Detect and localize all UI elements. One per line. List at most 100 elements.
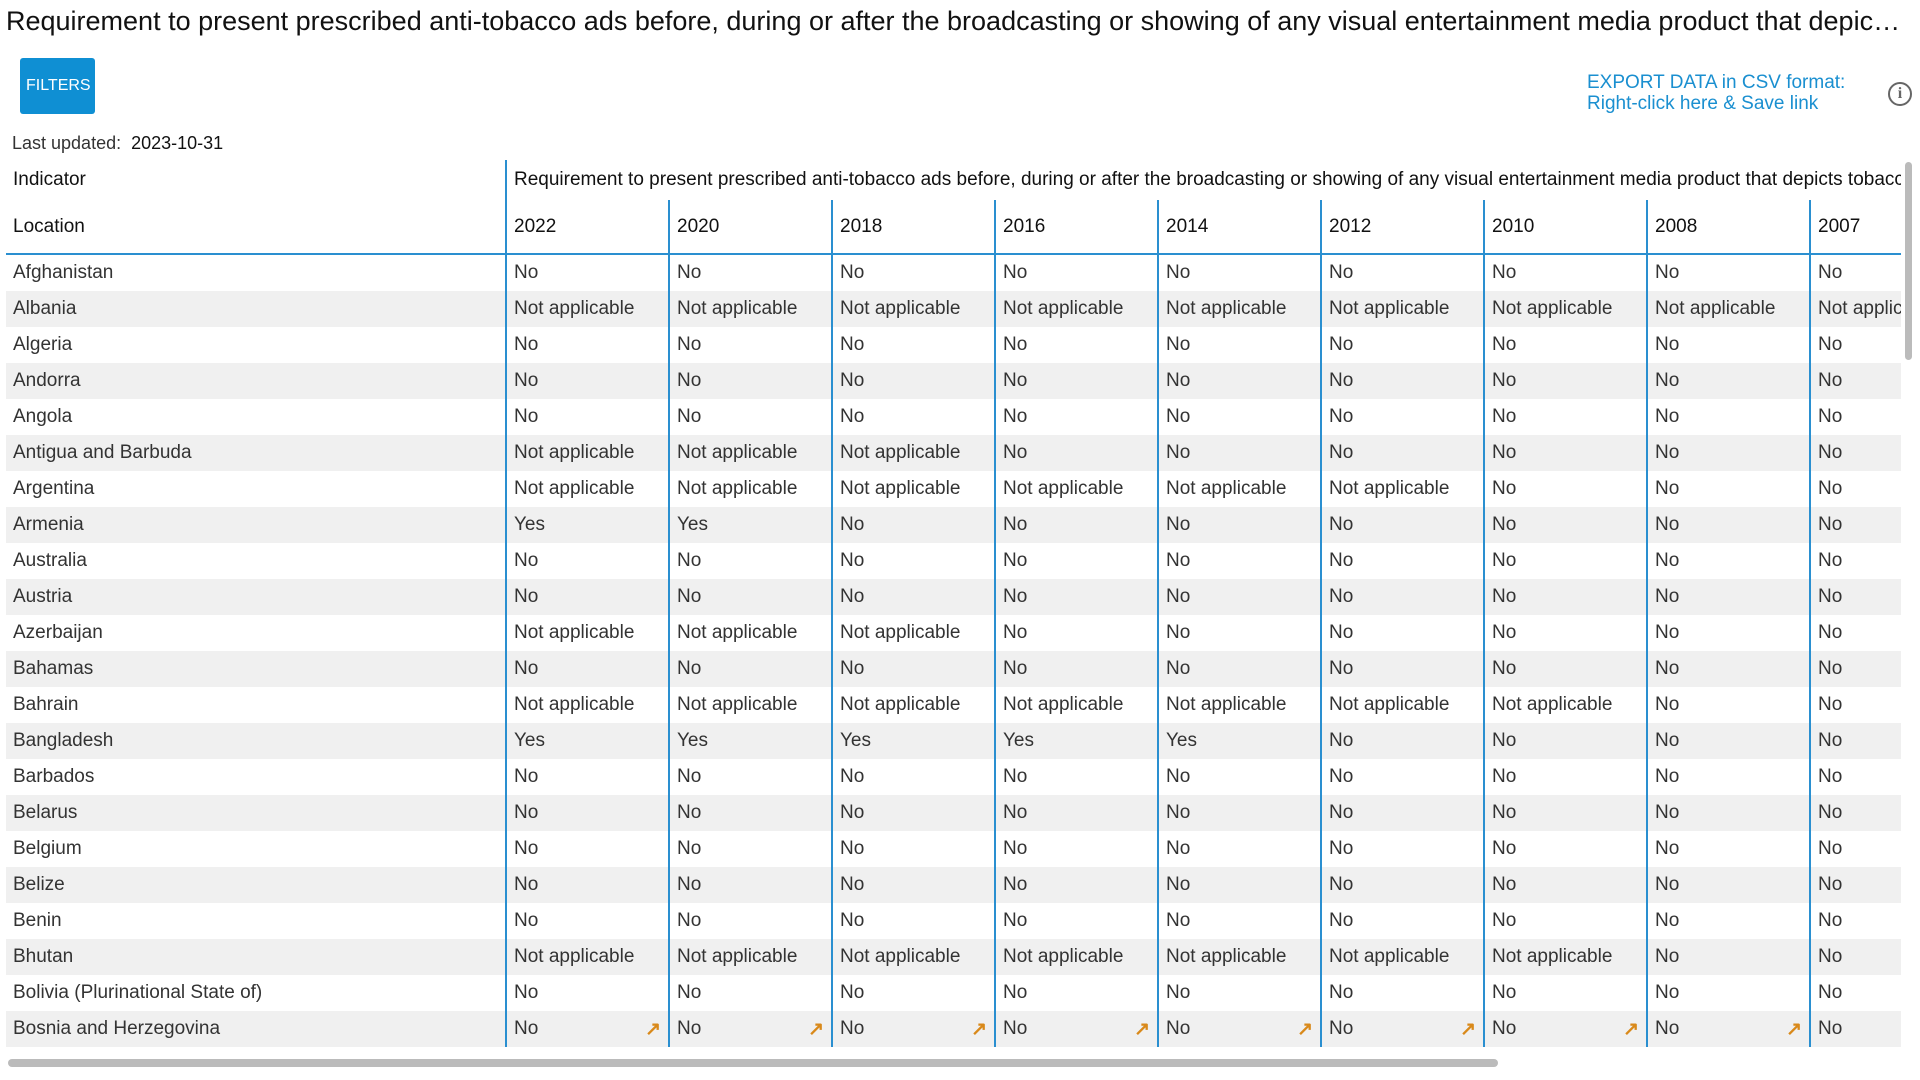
- cell-value: No: [1157, 435, 1321, 471]
- value-text: No: [1492, 406, 1517, 427]
- cell-value: No: [505, 795, 669, 831]
- cell-value: No: [994, 543, 1158, 579]
- cell-value: No: [1809, 435, 1901, 471]
- table-row: Afghanistan No No No No No No No No No: [6, 254, 1901, 291]
- cell-value: Not applicable: [1320, 471, 1484, 507]
- trend-icon: ↗: [1786, 1018, 1802, 1040]
- cell-value: Yes: [668, 723, 832, 759]
- value-text: Not applicable: [840, 946, 961, 967]
- location-name: Bahrain: [6, 687, 506, 723]
- cell-value: No: [1646, 759, 1810, 795]
- cell-value: No: [1320, 579, 1484, 615]
- value-text: No: [677, 1017, 702, 1039]
- value-text: No: [1003, 802, 1028, 823]
- cell-value: Not applicable: [668, 615, 832, 651]
- cell-value: No: [1157, 759, 1321, 795]
- value-text: No: [1818, 406, 1843, 427]
- cell-value: No: [1320, 543, 1484, 579]
- export-line[interactable]: EXPORT DATA in CSV format:: [1587, 72, 1846, 93]
- value-text: No: [514, 586, 539, 607]
- cell-value: No: [505, 579, 669, 615]
- cell-value: No: [1483, 579, 1647, 615]
- table-row: Bahamas No No No No No No No No No: [6, 651, 1901, 687]
- table-row: Argentina Not applicable Not applicable Not…: [6, 471, 1901, 507]
- value-text: No: [1655, 1017, 1680, 1039]
- value-text: No: [1818, 694, 1843, 715]
- value-text: No: [1492, 982, 1517, 1003]
- value-text: No: [1003, 550, 1028, 571]
- trend-icon: ↗: [1460, 1018, 1476, 1040]
- value-text: Yes: [1166, 730, 1197, 751]
- value-text: No: [1655, 550, 1680, 571]
- cell-value: Not applicable: [1320, 291, 1484, 327]
- value-text: No: [1166, 766, 1191, 787]
- cell-value: Not applicable: [831, 471, 995, 507]
- cell-value: Not applicable: [668, 435, 832, 471]
- export-link[interactable]: EXPORT DATA in CSV format: Right-click he…: [1587, 72, 1845, 114]
- cell-value: No: [1809, 615, 1901, 651]
- cell-value: Not applicable: [505, 939, 669, 975]
- cell-value: No: [668, 795, 832, 831]
- data-table: Indicator Requirement to present prescrib…: [6, 160, 1901, 1047]
- cell-value: No: [1320, 327, 1484, 363]
- value-text: No: [677, 802, 702, 823]
- cell-value: No: [831, 831, 995, 867]
- cell-value: No: [994, 435, 1158, 471]
- cell-value: No: [1157, 399, 1321, 435]
- cell-value: No: [994, 579, 1158, 615]
- value-text: No: [1003, 514, 1028, 535]
- location-name: Bosnia and Herzegovina: [6, 1011, 506, 1047]
- cell-value: No: [994, 903, 1158, 939]
- cell-value: No: [831, 867, 995, 903]
- value-text: No: [840, 838, 865, 859]
- value-text: Not applicable: [677, 622, 798, 643]
- year-header: 2020: [668, 200, 832, 255]
- value-text: No: [1655, 838, 1680, 859]
- info-icon[interactable]: i: [1888, 82, 1912, 106]
- trend-icon: ↗: [1623, 1018, 1639, 1040]
- cell-value: No: [1646, 903, 1810, 939]
- cell-value: Not applicable: [831, 615, 995, 651]
- table-row: Belarus No No No No No No No No No: [6, 795, 1901, 831]
- location-name: Armenia: [6, 507, 506, 543]
- location-name: Antigua and Barbuda: [6, 435, 506, 471]
- cell-value: Not applicable: [1157, 291, 1321, 327]
- location-text: Antigua and Barbuda: [13, 442, 192, 463]
- table-row: Austria No No No No No No No No No: [6, 579, 1901, 615]
- value-text: Not applicable: [1166, 298, 1287, 319]
- trend-icon: ↗: [971, 1018, 987, 1040]
- cell-value: No: [1157, 327, 1321, 363]
- value-text: No: [1655, 766, 1680, 787]
- cell-value: No: [1320, 507, 1484, 543]
- value-text: No: [1818, 910, 1843, 931]
- location-text: Bangladesh: [13, 730, 114, 751]
- value-text: No: [1818, 622, 1843, 643]
- value-text: No: [514, 910, 539, 931]
- value-text: Not applicable: [677, 478, 798, 499]
- value-text: No: [840, 262, 865, 283]
- cell-value: No: [1483, 471, 1647, 507]
- cell-value: No: [994, 759, 1158, 795]
- cell-value: No: [1157, 363, 1321, 399]
- h-scrollbar[interactable]: [8, 1059, 1498, 1067]
- value-text: No: [1492, 478, 1517, 499]
- cell-value: No: [1809, 831, 1901, 867]
- cell-value: No: [505, 903, 669, 939]
- cell-value: No: [1157, 543, 1321, 579]
- export-line[interactable]: Right-click here & Save link: [1587, 93, 1819, 114]
- filters-button[interactable]: FILTERS: [20, 58, 95, 114]
- cell-value: No: [1483, 759, 1647, 795]
- value-text: Not applicable: [677, 694, 798, 715]
- cell-value: No: [831, 543, 995, 579]
- cell-value: No: [1157, 507, 1321, 543]
- table-row: Bhutan Not applicable Not applicable Not ap…: [6, 939, 1901, 975]
- value-text: No: [1655, 946, 1680, 967]
- value-text: No: [514, 1017, 539, 1039]
- location-name: Afghanistan: [6, 254, 506, 291]
- value-text: Not applicable: [1492, 946, 1613, 967]
- value-text: Not applicable: [840, 442, 961, 463]
- location-label: Location: [6, 200, 506, 255]
- location-text: Bhutan: [13, 946, 74, 967]
- cell-value: No: [1483, 795, 1647, 831]
- v-scrollbar[interactable]: [1905, 162, 1912, 360]
